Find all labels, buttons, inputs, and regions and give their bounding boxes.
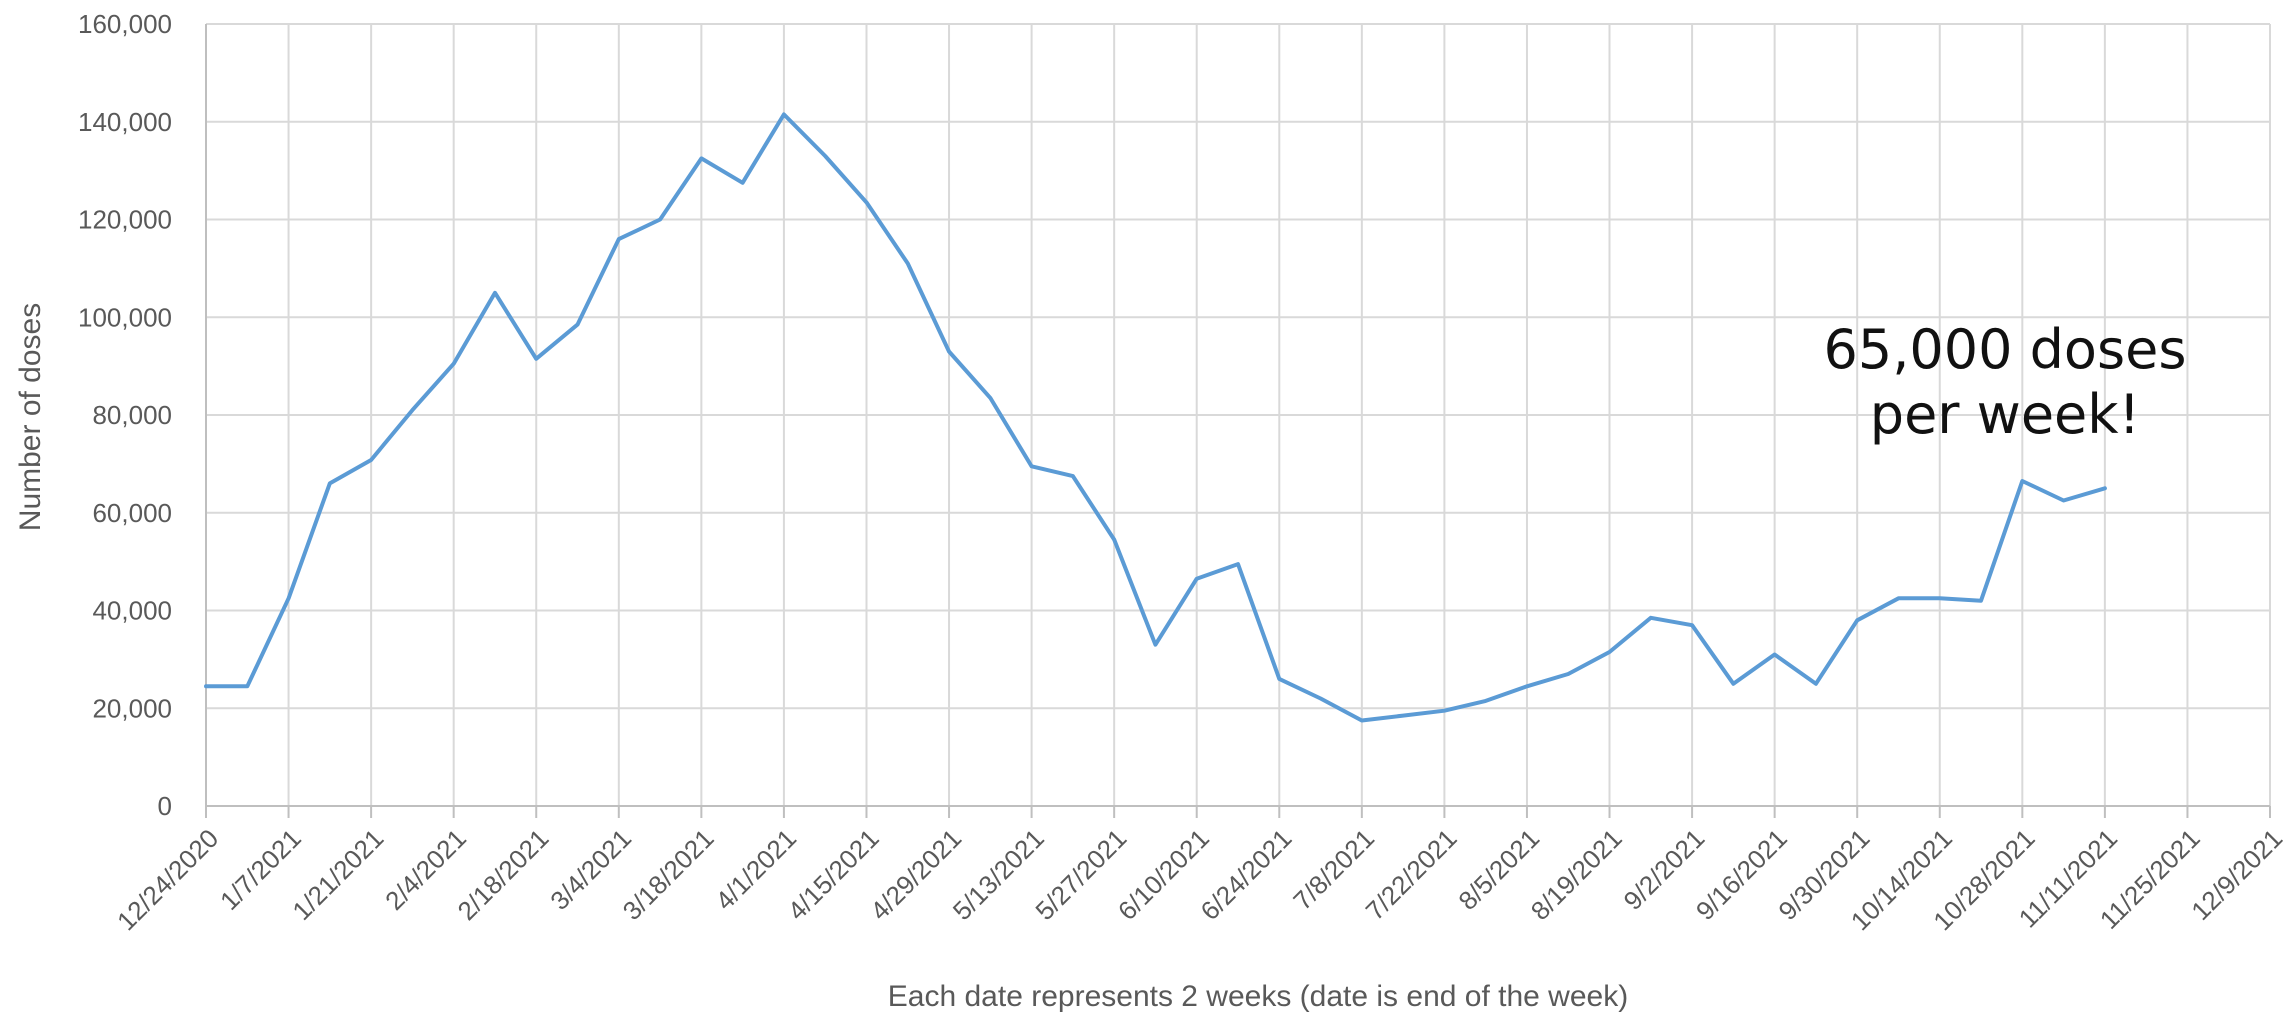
x-tick-label: 1/21/2021 (286, 823, 389, 926)
y-tick-label: 80,000 (92, 400, 172, 430)
x-tick-label: 3/18/2021 (617, 823, 720, 926)
x-tick-label: 6/24/2021 (1195, 823, 1298, 926)
axes (205, 24, 2271, 818)
y-tick-label: 140,000 (78, 107, 172, 137)
x-tick-label: 12/9/2021 (2185, 823, 2288, 926)
y-tick-labels: 0 20,000 40,000 60,000 80,000 100,000 120,000 1… (78, 9, 172, 821)
series (204, 112, 2107, 723)
y-tick-label: 160,000 (78, 9, 172, 39)
annotation-line-1: 65,000 doses (1824, 318, 2187, 381)
x-tick-label: 8/19/2021 (1525, 823, 1628, 926)
x-tick-label: 2/18/2021 (451, 823, 554, 926)
x-tick-label: 12/24/2020 (111, 823, 224, 936)
gridlines (206, 23, 2271, 806)
y-tick-label: 40,000 (92, 596, 172, 626)
y-tick-label: 20,000 (92, 693, 172, 723)
y-tick-label: 60,000 (92, 498, 172, 528)
x-axis-title: Each date represents 2 weeks (date is en… (888, 980, 1628, 1013)
y-tick-label: 120,000 (78, 205, 172, 235)
y-tick-label: 100,000 (78, 302, 172, 332)
annotation-line-2: per week! (1870, 383, 2140, 446)
y-tick-label: 0 (158, 791, 172, 821)
x-tick-label: 7/22/2021 (1360, 823, 1463, 926)
y-axis-title: Number of doses (14, 303, 47, 531)
x-tick-labels: 12/24/20201/7/20211/21/20212/4/20212/18/… (111, 823, 2288, 936)
series-line (204, 112, 2107, 723)
